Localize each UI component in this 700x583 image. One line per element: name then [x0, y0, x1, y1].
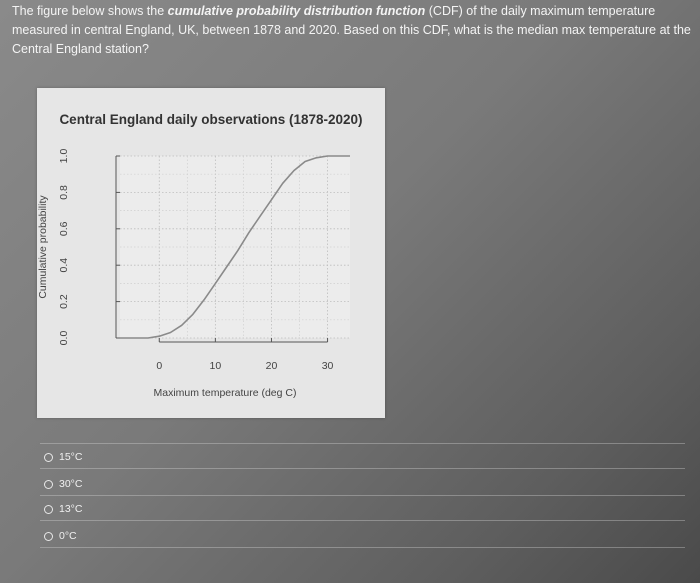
question-part1: The figure below shows the — [12, 4, 168, 18]
option-0c[interactable]: 0°C — [44, 530, 77, 542]
cdf-series-line — [120, 155, 350, 339]
option-label: 13°C — [59, 503, 83, 515]
option-label: 0°C — [59, 530, 77, 542]
y-tick-label: 1.0 — [58, 149, 70, 164]
option-label: 15°C — [59, 451, 83, 463]
x-tick-label: 30 — [322, 360, 334, 372]
x-tick-label: 0 — [156, 360, 162, 372]
divider-1 — [40, 468, 685, 469]
y-tick-label: 0.6 — [58, 221, 70, 236]
radio-button[interactable] — [44, 479, 53, 489]
radio-button[interactable] — [44, 452, 53, 462]
divider-top — [40, 443, 685, 444]
radio-button[interactable] — [44, 504, 53, 514]
question-part2: (CDF) of the daily maximum temperature m… — [12, 4, 691, 56]
option-13c[interactable]: 13°C — [44, 503, 82, 515]
divider-4 — [40, 547, 685, 548]
option-15c[interactable]: 15°C — [44, 451, 82, 463]
x-tick-label: 20 — [266, 360, 278, 372]
x-axis-label: Maximum temperature (deg C) — [154, 387, 297, 399]
cdf-figure: Central England daily observations (1878… — [37, 88, 385, 418]
plot-area — [120, 156, 350, 338]
radio-button[interactable] — [44, 531, 53, 541]
question-text: The figure below shows the cumulative pr… — [12, 2, 692, 59]
y-tick-label: 0.4 — [58, 258, 70, 273]
y-tick-label: 0.0 — [58, 331, 70, 346]
cdf-chart: Central England daily observations (1878… — [37, 112, 363, 399]
divider-3 — [40, 520, 685, 521]
y-tick-label: 0.8 — [58, 185, 70, 200]
y-tick-label: 0.2 — [58, 294, 70, 309]
x-tick-label: 10 — [210, 360, 222, 372]
question-emphasis: cumulative probability distribution func… — [167, 4, 426, 18]
chart-title: Central England daily observations (1878… — [59, 112, 362, 127]
divider-2 — [40, 495, 685, 496]
option-label: 30°C — [59, 478, 83, 490]
option-30c[interactable]: 30°C — [44, 478, 82, 490]
y-axis-label: Cumulative probability — [37, 195, 49, 299]
